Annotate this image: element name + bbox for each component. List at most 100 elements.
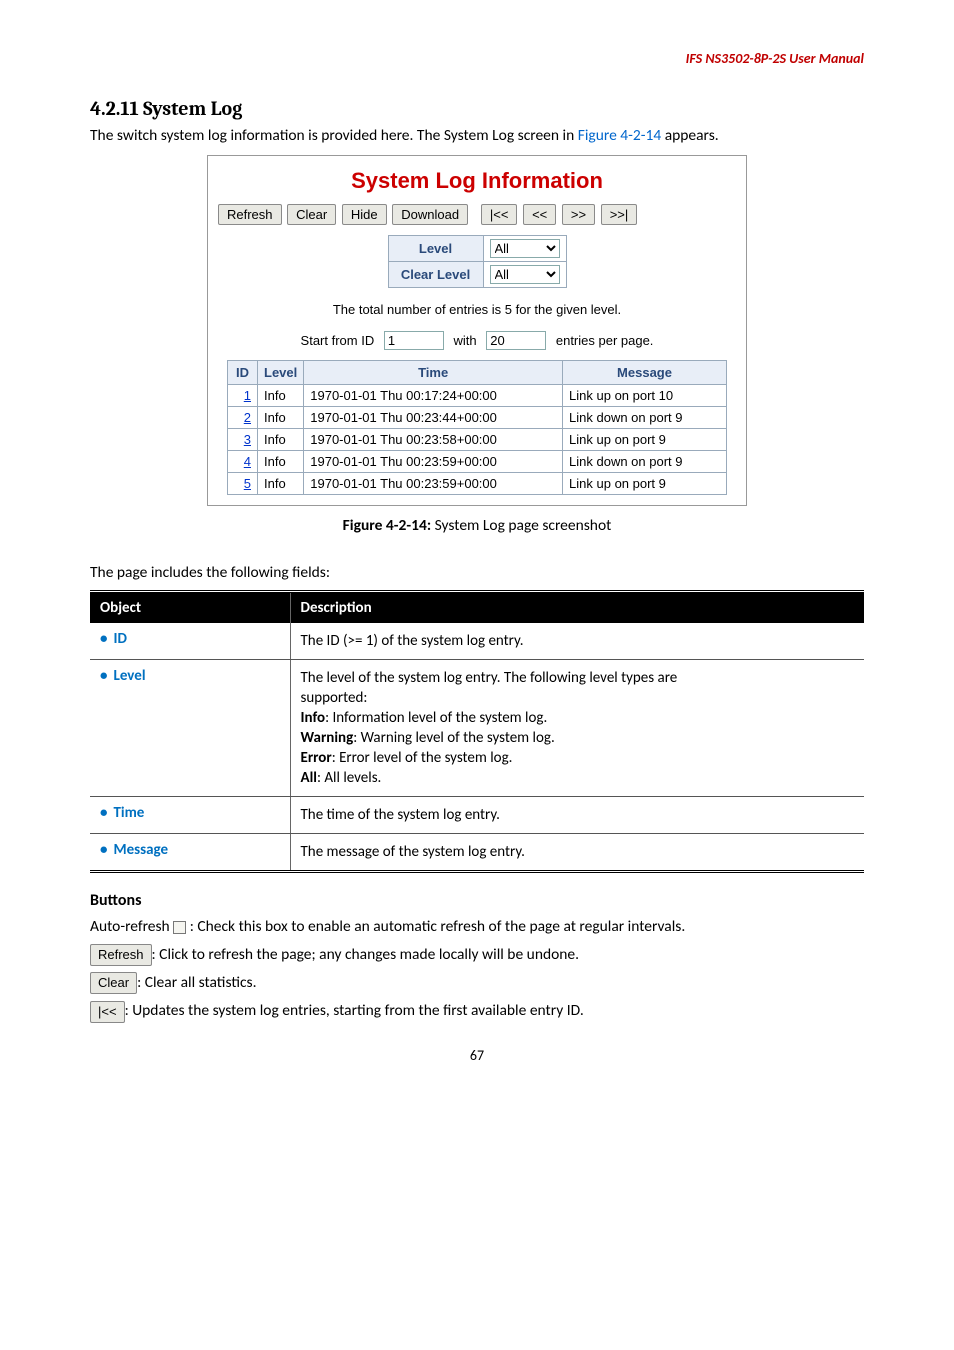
table-row: 4 Info1970-01-01 Thu 00:23:59+00:00Link d… bbox=[228, 451, 727, 473]
log-id-link[interactable]: 1 bbox=[244, 388, 251, 403]
log-id-cell: 1 bbox=[228, 385, 258, 407]
fields-intro: The page includes the following fields: bbox=[90, 563, 864, 582]
with-label: with bbox=[453, 333, 476, 348]
next-page-button[interactable]: >> bbox=[562, 204, 595, 225]
log-id-link[interactable]: 5 bbox=[244, 476, 251, 491]
clear-desc: : Clear all statistics. bbox=[137, 973, 256, 992]
log-id-cell: 5 bbox=[228, 473, 258, 495]
page-number: 67 bbox=[90, 1047, 864, 1064]
level-select[interactable]: All bbox=[490, 239, 560, 258]
system-log-screenshot: System Log Information Refresh Clear Hid… bbox=[207, 155, 747, 506]
log-id-link[interactable]: 4 bbox=[244, 454, 251, 469]
prev-page-button[interactable]: << bbox=[523, 204, 556, 225]
intro-text-post: appears. bbox=[661, 126, 718, 145]
figure-caption: Figure 4-2-14: System Log page screensho… bbox=[90, 516, 864, 535]
log-id-link[interactable]: 2 bbox=[244, 410, 251, 425]
obj-name-cell: •ID bbox=[90, 623, 290, 660]
document-header: IFS NS3502-8P-2S User Manual bbox=[90, 50, 864, 67]
intro-paragraph: The switch system log information is pro… bbox=[90, 126, 864, 145]
desc-line: The time of the system log entry. bbox=[301, 806, 855, 824]
log-time-cell: 1970-01-01 Thu 00:23:44+00:00 bbox=[304, 407, 563, 429]
clear-inline-button[interactable]: Clear bbox=[90, 972, 137, 994]
col-time: Time bbox=[304, 361, 563, 385]
intro-text-pre: The switch system log information is pro… bbox=[90, 126, 578, 145]
desc-line: supported: bbox=[301, 689, 855, 707]
hide-button[interactable]: Hide bbox=[342, 204, 387, 225]
start-from-label: Start from ID bbox=[301, 333, 375, 348]
object-description-table: Object Description •ID The ID (>= 1) of t… bbox=[90, 590, 864, 873]
auto-refresh-post: : Check this box to enable an automatic … bbox=[186, 917, 685, 936]
first-page-button[interactable]: |<< bbox=[481, 204, 518, 225]
level-label: Level bbox=[388, 236, 483, 262]
clear-level-select[interactable]: All bbox=[490, 265, 560, 284]
figure-reference-link[interactable]: Figure 4-2-14 bbox=[578, 126, 661, 145]
log-level-cell: Info bbox=[258, 429, 304, 451]
log-message-cell: Link up on port 9 bbox=[563, 473, 727, 495]
obj-header: Object bbox=[90, 592, 290, 624]
section-number: 4.2.11 bbox=[90, 97, 139, 120]
auto-refresh-explanation: Auto-refresh : Check this box to enable … bbox=[90, 916, 864, 938]
obj-desc-cell: The ID (>= 1) of the system log entry. bbox=[290, 623, 864, 660]
clear-button[interactable]: Clear bbox=[287, 204, 336, 225]
obj-desc-cell: The message of the system log entry. bbox=[290, 834, 864, 872]
caption-bold: Figure 4-2-14: bbox=[343, 516, 431, 535]
log-level-cell: Info bbox=[258, 451, 304, 473]
toolbar-row: Refresh Clear Hide Download |<< << >> >>… bbox=[218, 204, 736, 225]
table-row: 5 Info1970-01-01 Thu 00:23:59+00:00Link u… bbox=[228, 473, 727, 495]
refresh-button[interactable]: Refresh bbox=[218, 204, 282, 225]
buttons-heading: Buttons bbox=[90, 891, 864, 910]
total-entries-text: The total number of entries is 5 for the… bbox=[218, 302, 736, 317]
table-row: 1 Info1970-01-01 Thu 00:17:24+00:00Link u… bbox=[228, 385, 727, 407]
desc-line: Info: Information level of the system lo… bbox=[301, 709, 855, 727]
desc-line: The message of the system log entry. bbox=[301, 843, 855, 861]
log-id-cell: 4 bbox=[228, 451, 258, 473]
log-id-cell: 3 bbox=[228, 429, 258, 451]
log-time-cell: 1970-01-01 Thu 00:23:58+00:00 bbox=[304, 429, 563, 451]
first-page-explanation: |<<: Updates the system log entries, sta… bbox=[90, 1000, 864, 1022]
obj-name-cell: •Message bbox=[90, 834, 290, 872]
checkbox-icon[interactable] bbox=[173, 921, 186, 934]
desc-line: The level of the system log entry. The f… bbox=[301, 669, 855, 687]
desc-header: Description bbox=[290, 592, 864, 624]
caption-text: System Log page screenshot bbox=[431, 516, 611, 535]
log-message-cell: Link down on port 9 bbox=[563, 407, 727, 429]
obj-table-row: •Message The message of the system log en… bbox=[90, 834, 864, 872]
log-message-cell: Link up on port 10 bbox=[563, 385, 727, 407]
level-filter-table: Level All Clear Level All bbox=[388, 235, 567, 288]
obj-desc-cell: The time of the system log entry. bbox=[290, 797, 864, 834]
obj-name-cell: •Level bbox=[90, 660, 290, 797]
section-heading: 4.2.11 System Log bbox=[90, 97, 864, 120]
refresh-inline-button[interactable]: Refresh bbox=[90, 944, 152, 966]
log-entries-table: ID Level Time Message 1Info1970-01-01 Th… bbox=[227, 360, 727, 495]
log-level-cell: Info bbox=[258, 385, 304, 407]
log-time-cell: 1970-01-01 Thu 00:23:59+00:00 bbox=[304, 473, 563, 495]
log-id-cell: 2 bbox=[228, 407, 258, 429]
log-message-cell: Link down on port 9 bbox=[563, 451, 727, 473]
log-level-cell: Info bbox=[258, 473, 304, 495]
clear-explanation: Clear: Clear all statistics. bbox=[90, 972, 864, 994]
desc-line: All: All levels. bbox=[301, 769, 855, 787]
log-time-cell: 1970-01-01 Thu 00:17:24+00:00 bbox=[304, 385, 563, 407]
first-desc: : Updates the system log entries, starti… bbox=[125, 1001, 584, 1020]
refresh-desc: : Click to refresh the page; any changes… bbox=[152, 945, 580, 964]
entries-count-input[interactable] bbox=[486, 331, 546, 350]
table-row: 3 Info1970-01-01 Thu 00:23:58+00:00Link u… bbox=[228, 429, 727, 451]
col-message: Message bbox=[563, 361, 727, 385]
obj-table-row: •Time The time of the system log entry. bbox=[90, 797, 864, 834]
download-button[interactable]: Download bbox=[392, 204, 468, 225]
section-title-text: System Log bbox=[143, 97, 242, 120]
refresh-explanation: Refresh: Click to refresh the page; any … bbox=[90, 944, 864, 966]
desc-line: Error: Error level of the system log. bbox=[301, 749, 855, 767]
pagination-controls: Start from ID with entries per page. bbox=[218, 331, 736, 350]
obj-desc-cell: The level of the system log entry. The f… bbox=[290, 660, 864, 797]
desc-line: The ID (>= 1) of the system log entry. bbox=[301, 632, 855, 650]
table-row: 2Info1970-01-01 Thu 00:23:44+00:00Link d… bbox=[228, 407, 727, 429]
start-id-input[interactable] bbox=[384, 331, 444, 350]
log-message-cell: Link up on port 9 bbox=[563, 429, 727, 451]
first-inline-button[interactable]: |<< bbox=[90, 1001, 125, 1023]
last-page-button[interactable]: >>| bbox=[601, 204, 638, 225]
log-id-link[interactable]: 3 bbox=[244, 432, 251, 447]
auto-refresh-pre: Auto-refresh bbox=[90, 917, 173, 936]
log-time-cell: 1970-01-01 Thu 00:23:59+00:00 bbox=[304, 451, 563, 473]
obj-name-cell: •Time bbox=[90, 797, 290, 834]
